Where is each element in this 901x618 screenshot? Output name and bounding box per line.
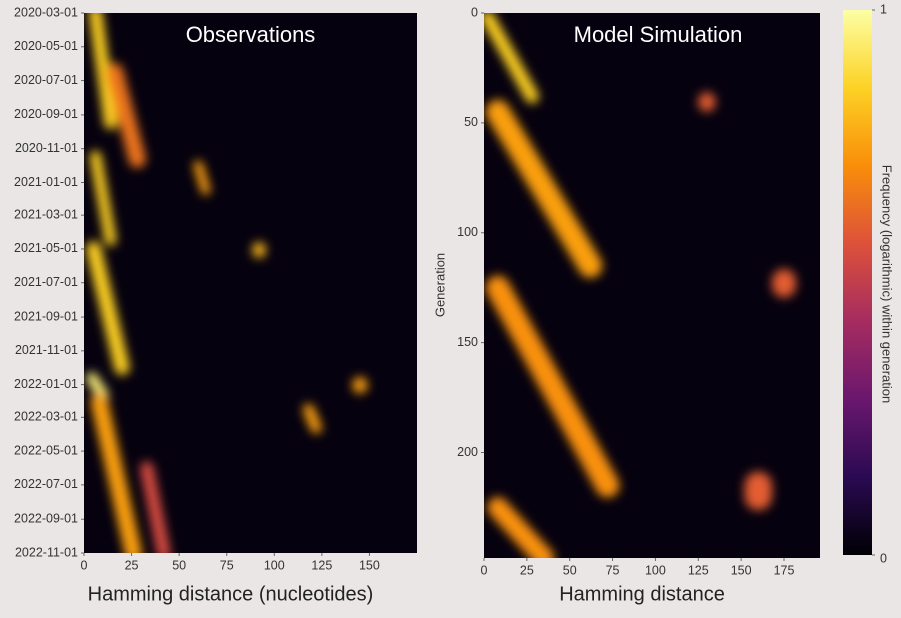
heat-streak — [487, 497, 555, 558]
y-tick-label: 2022-05-01 — [14, 443, 78, 457]
y-tick-label: 150 — [457, 335, 478, 349]
x-tick-label: 150 — [731, 563, 752, 577]
heat-streak — [484, 13, 539, 104]
y-tick-label: 2022-01-01 — [14, 377, 78, 391]
heat-streak — [140, 461, 171, 553]
y-tick-label: 50 — [464, 115, 478, 129]
heat-streak — [89, 150, 117, 246]
colorbar-tick-label: 0 — [880, 551, 887, 565]
y-tick-label: 2021-01-01 — [14, 175, 78, 189]
y-tick-label: 100 — [457, 225, 478, 239]
heat-streak — [85, 372, 109, 401]
y-tick-label: 2020-09-01 — [14, 107, 78, 121]
x-tick-label: 175 — [774, 563, 795, 577]
y-tick-label: 0 — [471, 5, 478, 19]
panel-title: Model Simulation — [574, 22, 743, 47]
x-tick-label: 0 — [481, 563, 488, 577]
y-tick-label: 2022-03-01 — [14, 410, 78, 424]
heat-streak — [485, 99, 603, 278]
y-tick-label: 2021-09-01 — [14, 309, 78, 323]
colorbar — [843, 10, 872, 555]
x-axis-label: Hamming distance — [559, 583, 725, 605]
x-tick-label: 25 — [520, 563, 534, 577]
x-axis-label: Hamming distance (nucleotides) — [88, 583, 374, 605]
plot-background — [484, 13, 820, 558]
y-tick-label: 2021-07-01 — [14, 275, 78, 289]
y-axis-label: Generation — [432, 253, 447, 317]
heatmap — [85, 13, 368, 553]
heat-streak — [485, 275, 620, 498]
heat-streak — [193, 160, 211, 195]
y-tick-label: 2021-11-01 — [15, 343, 78, 357]
x-tick-label: 50 — [563, 563, 577, 577]
y-tick-label: 2020-05-01 — [14, 39, 78, 53]
y-tick-label: 2022-09-01 — [14, 512, 78, 526]
x-tick-label: 25 — [125, 558, 139, 572]
y-tick-label: 2020-03-01 — [14, 5, 78, 19]
y-tick-label: 2021-03-01 — [14, 207, 78, 221]
colorbar-label: Frequency (logarithmic) within generatio… — [880, 165, 895, 403]
x-tick-label: 75 — [606, 563, 620, 577]
y-tick-label: 200 — [457, 445, 478, 459]
plot-background — [84, 13, 417, 553]
heatmap-blur — [85, 13, 368, 553]
y-tick-label: 2020-11-01 — [15, 141, 78, 155]
colorbar-tick-label: 1 — [880, 2, 887, 16]
x-tick-label: 125 — [311, 558, 332, 572]
y-tick-label: 2020-07-01 — [14, 73, 78, 87]
x-tick-label: 0 — [81, 558, 88, 572]
heat-streak — [302, 403, 322, 434]
x-tick-label: 50 — [172, 558, 186, 572]
heatmap-blur — [484, 13, 796, 558]
x-tick-label: 150 — [359, 558, 380, 572]
heat-streak — [105, 63, 146, 168]
heat-streak — [90, 393, 143, 553]
heat-streak — [85, 241, 130, 376]
heatmap — [484, 13, 796, 558]
y-tick-label: 2022-11-01 — [15, 545, 78, 559]
y-tick-label: 2022-07-01 — [14, 477, 78, 491]
x-tick-label: 75 — [220, 558, 234, 572]
x-tick-label: 125 — [688, 563, 709, 577]
y-tick-label: 2021-05-01 — [14, 241, 78, 255]
x-tick-label: 100 — [264, 558, 285, 572]
heat-streak — [88, 13, 118, 130]
panel-title: Observations — [186, 22, 316, 47]
x-tick-label: 100 — [645, 563, 666, 577]
